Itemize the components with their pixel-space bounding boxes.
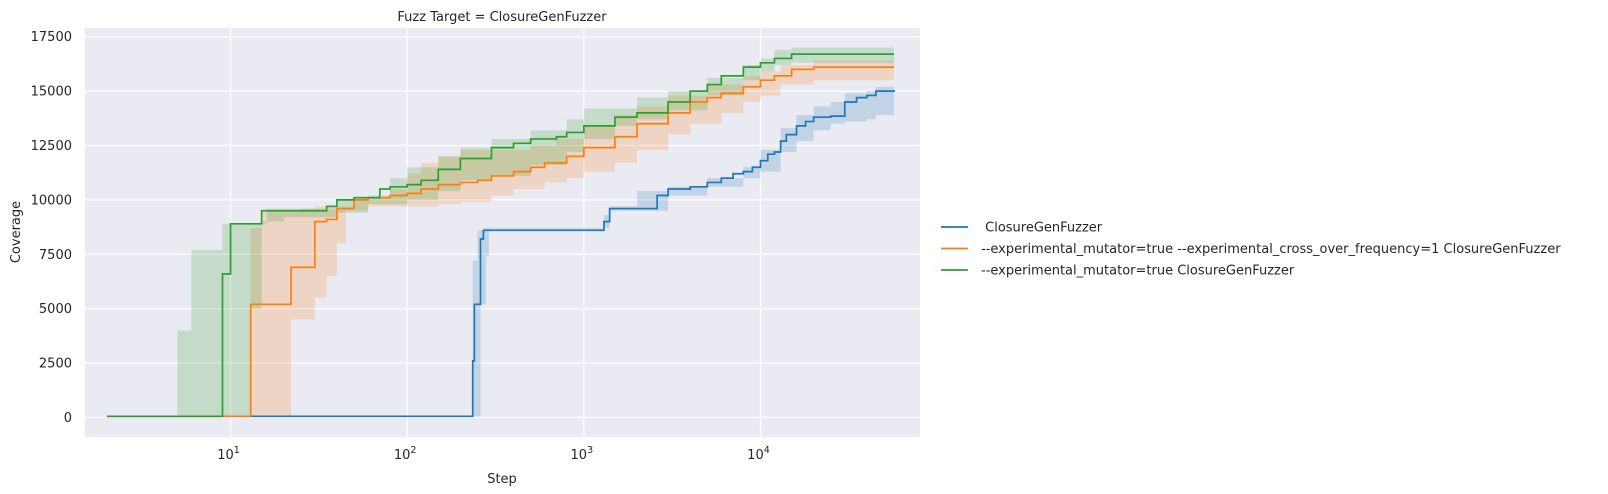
legend-entry-1: --experimental_mutator=true --experiment… (981, 242, 1561, 257)
series-band-0 (107, 86, 894, 417)
y-tick-label-3: 7500 (39, 248, 72, 263)
chart-title: Fuzz Target = ClosureGenFuzzer (397, 10, 607, 25)
y-tick-labels: 0 2500 5000 7500 10000 12500 15000 17500 (31, 30, 72, 426)
y-tick-label-0: 0 (64, 411, 72, 426)
line-layer (107, 53, 895, 418)
x-tick-labels: 101 102 103 104 (217, 445, 770, 463)
series-band-2 (107, 47, 894, 417)
grid-layer (85, 28, 920, 437)
legend: ClosureGenFuzzer --experimental_mutator=t… (941, 221, 1561, 279)
y-tick-label-5: 12500 (31, 139, 72, 154)
legend-entry-0: ClosureGenFuzzer (981, 221, 1103, 236)
legend-entry-2: --experimental_mutator=true ClosureGenFu… (981, 264, 1295, 279)
series-line-2 (107, 53, 894, 418)
x-tick-label-0: 101 (217, 445, 240, 463)
series-line-1 (107, 66, 894, 418)
band-layer (107, 47, 894, 417)
series-line-0 (107, 90, 895, 418)
y-tick-label-2: 5000 (39, 302, 72, 317)
y-axis-label: Coverage (9, 201, 24, 263)
x-tick-label-2: 103 (571, 445, 594, 463)
y-tick-label-1: 2500 (39, 357, 72, 372)
plot-background (85, 28, 920, 437)
y-tick-label-7: 17500 (31, 30, 72, 45)
x-tick-label-1: 102 (394, 445, 417, 463)
x-tick-label-3: 104 (747, 445, 770, 463)
y-tick-label-6: 15000 (31, 85, 72, 100)
series-band-1 (107, 60, 894, 417)
y-tick-label-4: 10000 (31, 193, 72, 208)
x-axis-label: Step (487, 472, 517, 487)
